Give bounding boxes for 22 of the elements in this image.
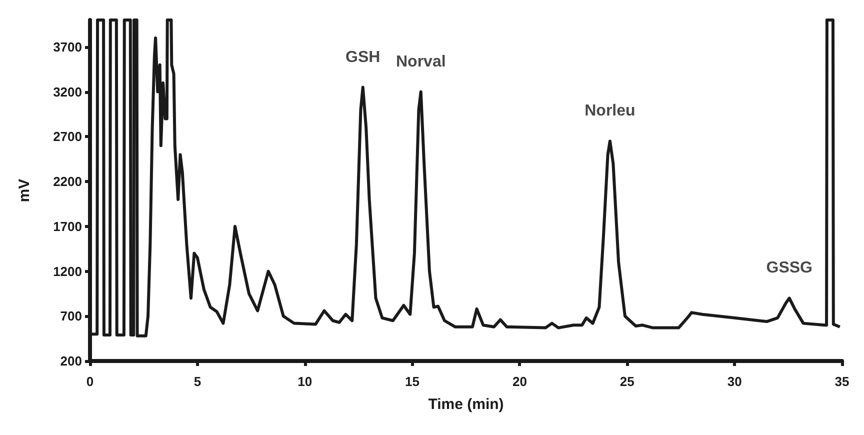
annotation: GSSG <box>766 260 812 277</box>
y-axis-title: mV <box>16 178 33 202</box>
x-tick-label: 10 <box>298 374 312 389</box>
annotation: GSH <box>346 48 380 66</box>
x-tick-label: 25 <box>620 374 634 389</box>
y-tick-label: 1200 <box>53 264 82 279</box>
x-tick-label: 30 <box>727 374 742 389</box>
x-tick-label: 0 <box>86 374 94 389</box>
x-tick-label: 15 <box>405 374 420 389</box>
x-tick-label: 5 <box>194 374 202 389</box>
y-tick-label: 3700 <box>53 39 82 54</box>
y-tick-label: 3200 <box>53 84 82 100</box>
x-tick-label: 35 <box>834 374 850 389</box>
y-tick-label: 1700 <box>53 218 82 234</box>
y-tick-label: 200 <box>60 354 82 368</box>
x-axis-title: Time (min) <box>428 396 504 413</box>
y-tick-label: 2700 <box>53 129 82 144</box>
x-tick-label: 20 <box>512 374 527 389</box>
annotation: Norval <box>396 53 446 70</box>
y-tick-label: 700 <box>60 308 82 324</box>
annotation: Norleu <box>584 102 636 120</box>
y-tick-label: 2200 <box>53 174 82 190</box>
